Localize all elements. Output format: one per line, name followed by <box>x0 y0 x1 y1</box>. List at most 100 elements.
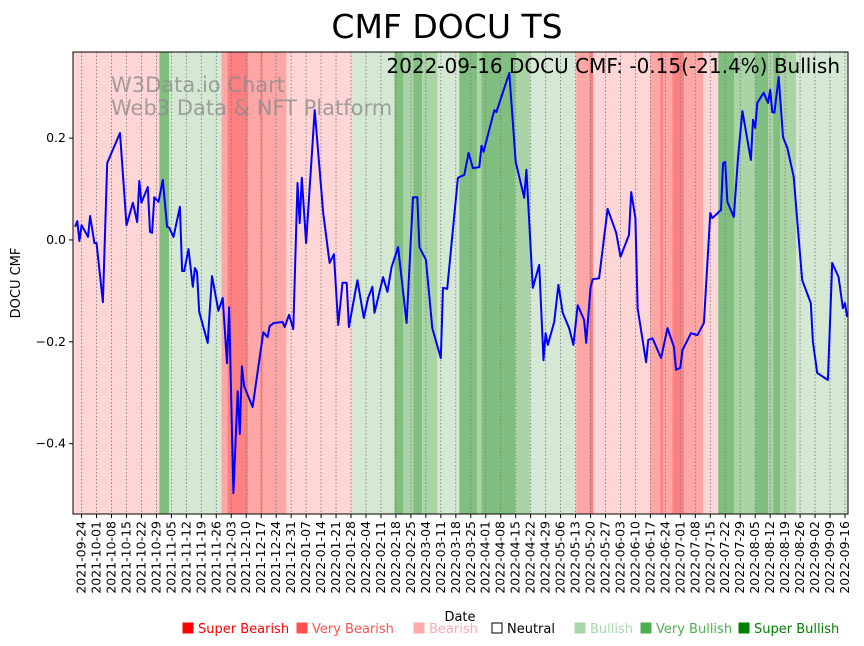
legend-swatch <box>640 622 652 634</box>
legend-swatch <box>574 622 586 634</box>
x-tick-label: 2022-06-10 <box>627 521 642 594</box>
x-tick-label: 2022-08-19 <box>777 521 792 594</box>
x-tick-label: 2022-02-18 <box>388 521 403 594</box>
x-tick-label: 2021-10-29 <box>148 521 163 594</box>
sentiment-band <box>248 52 261 514</box>
sentiment-band <box>530 52 577 514</box>
x-tick-label: 2022-04-29 <box>538 521 553 594</box>
x-tick-label: 2022-01-28 <box>343 521 358 594</box>
sentiment-band <box>593 52 651 514</box>
sentiment-band <box>703 52 719 514</box>
legend-swatch <box>413 622 425 634</box>
x-tick-label: 2022-06-17 <box>642 521 657 594</box>
legend-label: Bullish <box>590 622 633 637</box>
x-tick-label: 2022-02-04 <box>358 521 373 594</box>
sentiment-band <box>734 52 756 514</box>
sentiment-band <box>221 52 228 514</box>
sentiment-band <box>660 52 664 514</box>
y-axis: 0.2 0.0 −0.2 −0.4 <box>36 130 73 451</box>
sentiment-band <box>394 52 404 514</box>
sentiment-band <box>73 52 160 514</box>
x-tick-label: 2022-08-26 <box>792 521 807 594</box>
x-tick-label: 2022-01-14 <box>313 521 328 594</box>
x-tick-label: 2022-05-20 <box>583 521 598 594</box>
x-tick-label: 2021-10-22 <box>133 521 148 594</box>
sentiment-band <box>422 52 438 514</box>
x-tick-label: 2022-07-01 <box>672 521 687 594</box>
x-tick-label: 2021-11-12 <box>178 521 193 594</box>
x-tick-label: 2022-03-25 <box>463 521 478 594</box>
legend-label: Bearish <box>429 622 478 637</box>
x-tick-label: 2021-11-19 <box>193 521 208 594</box>
x-tick-label: 2022-06-24 <box>657 521 672 594</box>
sentiment-band <box>768 52 774 514</box>
sentiment-band <box>515 52 531 514</box>
x-tick-label: 2022-01-07 <box>298 521 313 594</box>
sentiment-band <box>684 52 704 514</box>
x-gridlines <box>81 52 846 514</box>
sentiment-band <box>413 52 423 514</box>
y-axis-label: DOCU CMF <box>9 248 24 319</box>
latest-value-annotation: 2022-09-16 DOCU CMF: -0.15(-21.4%) Bulli… <box>386 54 840 78</box>
x-tick-label: 2022-03-11 <box>433 521 448 594</box>
x-tick-label: 2022-04-15 <box>508 521 523 594</box>
y-tick-label: 0.2 <box>46 130 66 145</box>
x-tick-label: 2022-09-09 <box>822 521 837 594</box>
sentiment-band <box>159 52 170 514</box>
sentiment-band <box>227 52 249 514</box>
sentiment-band <box>755 52 769 514</box>
x-tick-label: 2022-02-11 <box>373 521 388 594</box>
sentiment-band <box>481 52 516 514</box>
sentiment-band <box>286 52 353 514</box>
legend-swatch <box>491 622 503 634</box>
x-tick-label: 2021-12-31 <box>283 521 298 594</box>
x-tick-label: 2021-10-08 <box>103 521 118 594</box>
legend: Super Bearish Very Bearish Bearish Neutral B… <box>182 622 839 637</box>
sentiment-band <box>672 52 685 514</box>
x-tick-label: 2022-05-27 <box>597 521 612 594</box>
x-tick-label: 2021-12-03 <box>223 521 238 594</box>
x-tick-label: 2022-07-15 <box>702 521 717 594</box>
plot-frame <box>72 51 849 515</box>
legend-swatch <box>296 622 308 634</box>
x-tick-label: 2022-08-05 <box>747 521 762 594</box>
sentiment-band <box>262 52 287 514</box>
x-tick-label: 2022-09-02 <box>807 521 822 594</box>
x-tick-label: 2022-06-03 <box>612 521 627 594</box>
sentiment-band <box>773 52 780 514</box>
sentiment-band <box>352 52 395 514</box>
x-tick-label: 2022-03-04 <box>418 521 433 594</box>
cmf-series-line <box>74 71 849 495</box>
x-tick-label: 2022-07-29 <box>732 521 747 594</box>
x-tick-label: 2021-11-05 <box>163 521 178 594</box>
watermark-line-1: W3Data.io Chart <box>111 73 285 97</box>
sentiment-band <box>576 52 590 514</box>
legend-label: Super Bearish <box>198 622 289 637</box>
y-tick-label: −0.4 <box>36 436 66 451</box>
legend-label: Very Bearish <box>312 622 394 637</box>
sentiment-bands <box>73 52 848 514</box>
x-tick-label: 2021-12-17 <box>253 521 268 594</box>
chart-title: CMF DOCU TS <box>331 7 562 46</box>
x-tick-label: 2022-07-08 <box>687 521 702 594</box>
x-axis-label: Date <box>444 610 475 625</box>
x-tick-label: 2021-10-15 <box>118 521 133 594</box>
x-tick-label: 2021-11-26 <box>208 521 223 594</box>
x-tick-label: 2022-08-12 <box>762 521 777 594</box>
sentiment-band <box>718 52 735 514</box>
x-tick-label: 2021-09-24 <box>74 521 89 594</box>
sentiment-band <box>459 52 478 514</box>
x-tick-label: 2022-05-13 <box>568 521 583 594</box>
x-tick-label: 2022-07-22 <box>717 521 732 594</box>
watermark-line-2: Web3 Data & NFT Platform <box>111 96 392 120</box>
sentiment-band <box>663 52 673 514</box>
x-tick-label: 2022-04-01 <box>478 521 493 594</box>
y-tick-label: 0.0 <box>46 232 66 247</box>
x-tick-label: 2021-10-01 <box>89 521 104 594</box>
legend-label: Super Bullish <box>754 622 839 637</box>
y-tick-label: −0.2 <box>36 334 66 349</box>
x-tick-label: 2022-03-18 <box>448 521 463 594</box>
x-tick-label: 2022-05-06 <box>553 521 568 594</box>
x-tick-label: 2021-12-24 <box>268 521 283 594</box>
